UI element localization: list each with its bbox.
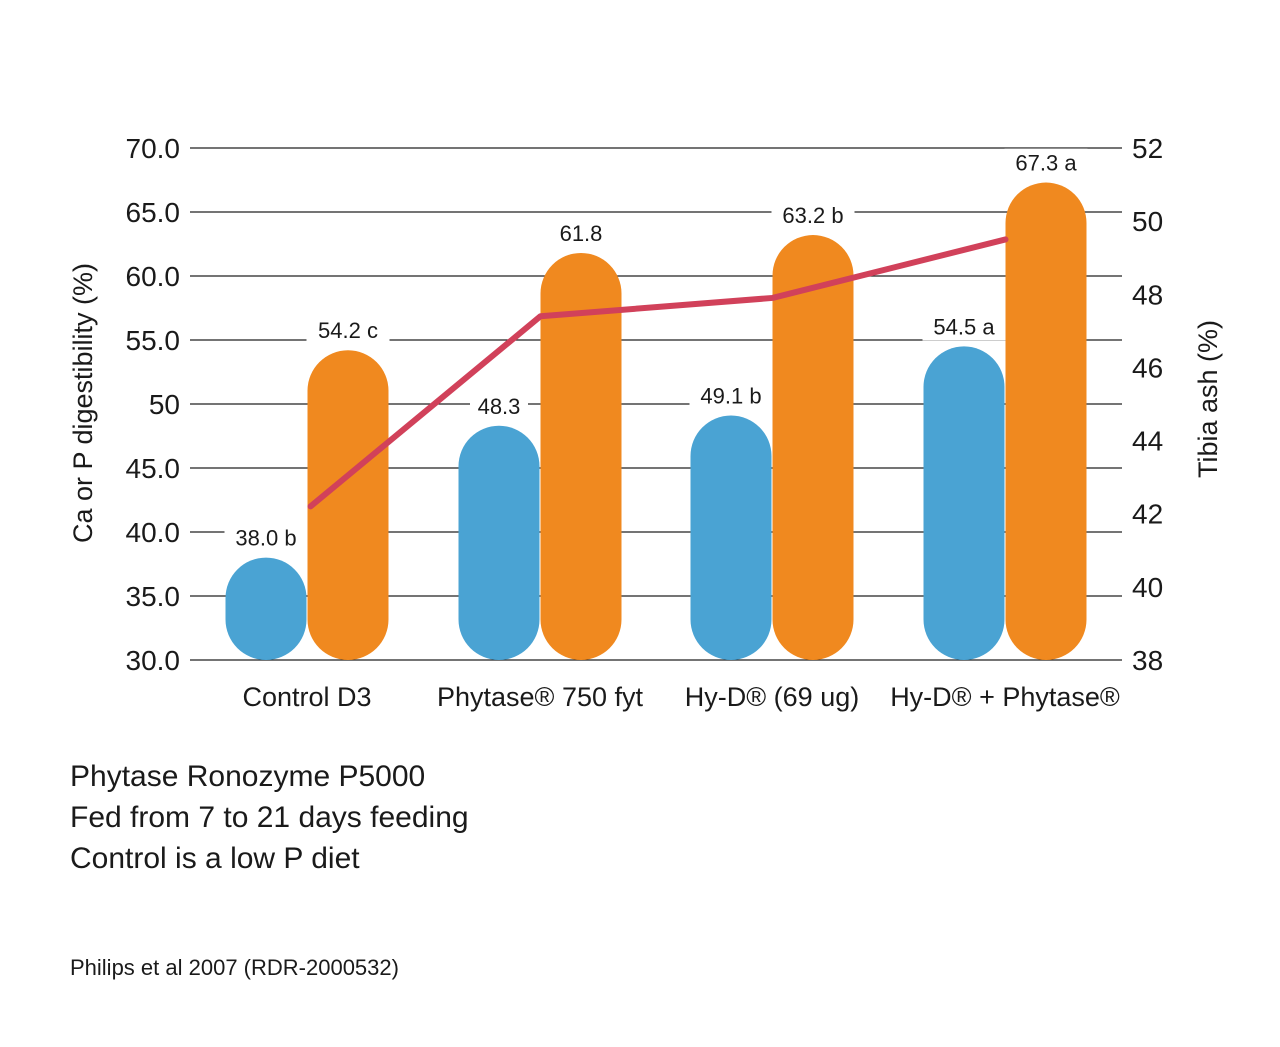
left-tick-label: 65.0: [126, 197, 181, 228]
left-tick-label: 60.0: [126, 261, 181, 292]
right-tick-label: 38: [1132, 645, 1163, 676]
tibia-ash-series-line: [307, 236, 1009, 510]
data-label: 54.5 a: [933, 314, 995, 339]
data-label-bg: [224, 523, 308, 552]
right-tick-label: 40: [1132, 572, 1163, 603]
category-label: Hy-D® (69 ug): [685, 682, 859, 712]
data-label: 67.3 a: [1015, 151, 1077, 176]
bars: [225, 182, 1087, 661]
category-label: Phytase® 750 fyt: [437, 682, 644, 712]
data-label: 61.8: [560, 221, 603, 246]
notes: Phytase Ronozyme P5000 Fed from 7 to 21 …: [70, 756, 469, 879]
left-tick-label: 30.0: [126, 645, 181, 676]
data-label: 63.2 b: [782, 203, 843, 228]
data-label: 49.1 b: [700, 384, 761, 409]
right-tick-label: 42: [1132, 499, 1163, 530]
right-axis-ticks: 38 40 42 44 46 48 50 52: [1132, 133, 1163, 676]
left-axis-ticks: 30.0 35.0 40.0 45.0 50 55.0 60.0 65.0 70.0: [126, 133, 181, 676]
data-label: 38.0 b: [235, 526, 296, 551]
left-tick-label: 70.0: [126, 133, 181, 164]
data-label-bg: [689, 381, 773, 410]
category-label: Hy-D® + Phytase®: [890, 682, 1120, 712]
data-label: 54.2 c: [318, 318, 378, 343]
data-label-bg: [306, 316, 390, 345]
bar-blue: [690, 415, 772, 660]
data-label-bg: [771, 201, 855, 230]
category-labels: Control D3 Phytase® 750 fyt Hy-D® (69 ug) H…: [242, 682, 1119, 712]
bar-blue: [225, 557, 307, 660]
right-tick-label: 46: [1132, 352, 1163, 383]
bar-orange: [540, 252, 622, 660]
left-tick-label: 50: [149, 389, 180, 420]
left-tick-label: 35.0: [126, 581, 181, 612]
data-label-bg: [552, 218, 610, 247]
left-tick-label: 55.0: [126, 325, 181, 356]
bar-blue: [923, 346, 1005, 660]
tibia-ash-line: [307, 236, 1009, 510]
left-tick-label: 45.0: [126, 453, 181, 484]
bar-labels: 38.0 b 48.3 49.1 b 54.5 a 54.2 c 61.8 63.2 b 67…: [224, 148, 1088, 552]
bar-orange: [1005, 182, 1087, 660]
chart: 38.0 b 48.3 49.1 b 54.5 a 54.2 c 61.8 63.2 b 67…: [68, 133, 1223, 712]
left-axis-label: Ca or P digestibility (%): [68, 263, 98, 543]
bar-orange: [772, 235, 854, 661]
data-label-bg: [1004, 148, 1088, 177]
right-tick-label: 48: [1132, 279, 1163, 310]
data-label: 48.3: [478, 394, 521, 419]
right-tick-label: 52: [1132, 133, 1163, 164]
note-line-2: Fed from 7 to 21 days feeding: [70, 801, 469, 834]
category-label: Control D3: [242, 682, 371, 712]
note-line-3: Control is a low P diet: [70, 842, 360, 875]
data-label-bg: [922, 312, 1006, 341]
right-tick-label: 44: [1132, 426, 1163, 457]
source-citation: Philips et al 2007 (RDR-2000532): [70, 955, 399, 980]
right-tick-label: 50: [1132, 206, 1163, 237]
right-axis-label: Tibia ash (%): [1193, 320, 1223, 478]
bar-blue: [458, 425, 540, 660]
left-tick-label: 40.0: [126, 517, 181, 548]
data-label-bg: [470, 391, 528, 420]
bar-orange: [307, 350, 389, 660]
note-line-1: Phytase Ronozyme P5000: [70, 760, 426, 793]
